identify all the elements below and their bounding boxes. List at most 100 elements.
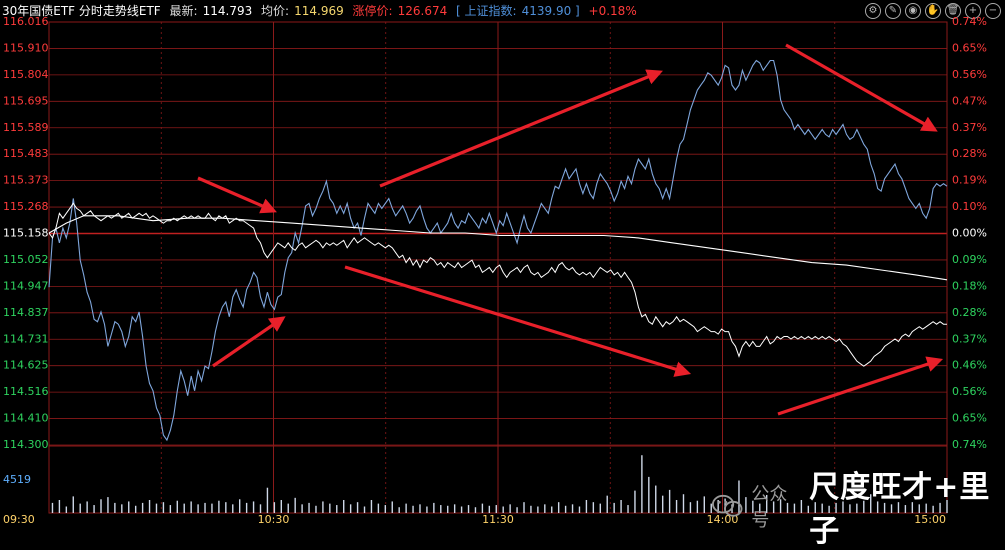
y-tick-label: 114.516 (3, 385, 49, 398)
limit-up-label: 涨停价: (352, 4, 393, 18)
volume-bar (793, 503, 796, 513)
pct-tick-label: 0.65% (952, 412, 987, 425)
volume-bar (238, 499, 241, 513)
y-tick-label: 115.268 (3, 200, 49, 213)
volume-bar (315, 505, 317, 513)
volume-bar (772, 501, 775, 513)
volume-bar (419, 504, 421, 513)
pen-icon[interactable]: ✎ (885, 3, 901, 19)
watermark: 公众号 尺度旺才+里子 (712, 462, 1005, 550)
watermark-text: 尺度旺才+里子 (809, 470, 991, 549)
intraday-chart: 116.016 0.74% 115.910 0.65% 115.804 0.56% 115.… (3, 15, 987, 526)
volume-bar (766, 494, 768, 513)
volume-bar (370, 500, 373, 513)
volume-bar (398, 507, 400, 513)
volume-bar (710, 503, 712, 513)
annotation-arrow (212, 316, 286, 368)
gear-icon[interactable]: ⚙ (865, 3, 881, 19)
volume-bar (100, 499, 102, 513)
volume-bar (148, 500, 151, 513)
volume-bar (134, 505, 137, 513)
trash-icon[interactable]: 🗑 (945, 3, 961, 19)
volume-bar (863, 500, 865, 513)
avg-price: 114.969 (294, 4, 344, 18)
eye-icon[interactable]: ◉ (905, 3, 921, 19)
zoom-in-icon[interactable]: + (965, 3, 981, 19)
volume-bar (460, 506, 463, 513)
volume-bar (86, 501, 88, 513)
volume-bar (634, 490, 636, 513)
volume-bar (682, 494, 685, 513)
volume-bar (689, 502, 692, 513)
pct-tick-label: 0.74% (952, 15, 987, 28)
volume-bar (516, 507, 518, 513)
y-tick-label: 114.731 (3, 332, 49, 345)
pct-tick-label: 0.18% (952, 279, 987, 292)
volume-bar (495, 505, 497, 513)
y-tick-label: 114.947 (3, 279, 49, 292)
volume-bar (918, 504, 920, 513)
volume-bar (655, 485, 657, 513)
pct-tick-label: 0.10% (952, 200, 987, 213)
volume-bar (141, 502, 144, 513)
volume-bar (786, 502, 789, 513)
volume-bar (447, 505, 449, 513)
volume-bar (107, 497, 109, 513)
volume-bar (356, 502, 359, 513)
y-tick-label: 115.804 (3, 68, 49, 81)
pct-tick-label: 0.46% (952, 359, 987, 372)
volume-bar (183, 503, 185, 513)
x-tick-label: 10:30 (258, 513, 290, 526)
zoom-out-icon[interactable]: − (985, 3, 1001, 19)
volume-bar (523, 502, 525, 513)
volume-bar (162, 502, 165, 513)
volume-bar (481, 503, 484, 513)
volume-bar (218, 500, 220, 513)
volume-bar (225, 502, 227, 513)
volume-bar (65, 506, 68, 513)
volume-bar (842, 501, 844, 513)
x-tick-label: 09:30 (3, 513, 35, 526)
volume-bar (93, 505, 95, 513)
latest-price: 114.793 (202, 4, 253, 18)
hand-icon[interactable]: ✋ (925, 3, 941, 19)
volume-bar (197, 504, 199, 513)
volume-bar (128, 501, 130, 513)
series-line-0 (48, 59, 948, 442)
pct-tick-label: 0.00% (952, 227, 987, 240)
y-tick-label: 114.410 (3, 412, 49, 425)
volume-bar (343, 500, 345, 513)
annotation-arrow (785, 43, 938, 132)
y-tick-label: 115.695 (3, 94, 49, 107)
annotation-arrow (379, 69, 663, 188)
y-tick-label: 115.373 (3, 174, 49, 187)
volume-bar (911, 502, 914, 513)
volume-bar (703, 496, 705, 513)
volume-bar (835, 502, 837, 513)
volume-bar (349, 504, 352, 513)
chart-header: 30年国债ETF 分时走势线ETF 最新: 114.793 均价: 114.969 … (0, 0, 1005, 22)
volume-bar (752, 500, 754, 513)
x-tick-label: 15:00 (914, 513, 946, 526)
volume-bar (232, 504, 234, 513)
pct-tick-label: 0.56% (952, 385, 987, 398)
volume-bar (800, 500, 803, 513)
series-line-2 (48, 202, 947, 367)
volume-bar (807, 505, 810, 513)
volume-bar (384, 505, 387, 513)
volume-bar (114, 502, 116, 513)
volume-bar (849, 504, 851, 513)
volume-bar (571, 504, 574, 513)
pct-tick-label: 0.47% (952, 94, 987, 107)
volume-bar (939, 502, 941, 513)
y-tick-label: 115.052 (3, 253, 49, 266)
volume-bar (578, 506, 581, 513)
volume-bar (204, 502, 206, 513)
avg-price-label: 均价: (261, 4, 290, 18)
volume-bar (363, 506, 366, 513)
volume-bar (599, 503, 601, 513)
volume-bar (537, 506, 539, 513)
chart-toolbar: ⚙ ✎ ◉ ✋ 🗑 + − (865, 3, 1001, 19)
latest-price-label: 最新: (169, 4, 198, 18)
volume-bar (440, 505, 442, 513)
